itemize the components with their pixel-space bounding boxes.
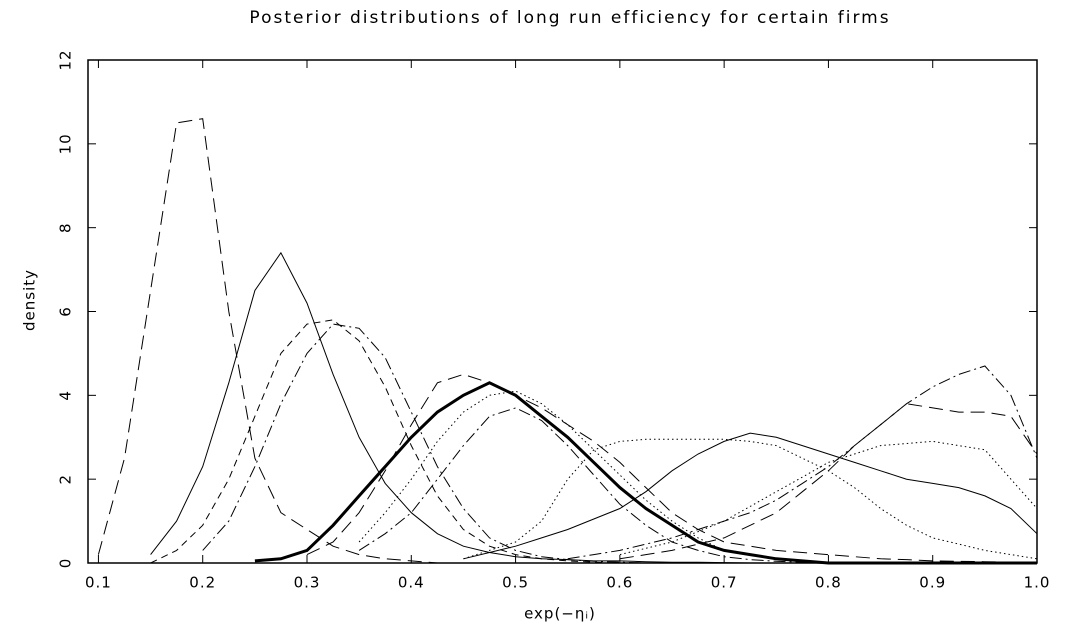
y-tick-label: 12	[57, 49, 75, 70]
y-tick-label: 4	[57, 390, 75, 401]
y-axis-label: density	[21, 269, 39, 331]
density-line	[358, 390, 1037, 564]
x-axis-label: exp(−ηᵢ)	[524, 605, 596, 623]
density-line	[567, 365, 1038, 560]
density-line	[150, 251, 1037, 564]
x-tick-label: 0.5	[502, 574, 529, 592]
y-tick-label: 0	[57, 558, 75, 569]
plot-frame	[87, 59, 1038, 564]
x-tick-label: 0.4	[398, 574, 425, 592]
x-tick-label: 0.9	[919, 574, 946, 592]
x-tick-label: 0.3	[294, 574, 321, 592]
density-line	[619, 440, 1038, 556]
x-tick-label: 0.7	[711, 574, 738, 592]
density-line	[306, 373, 1038, 564]
density-line	[463, 432, 1038, 560]
density-line	[358, 407, 1037, 564]
x-tick-label: 0.6	[606, 574, 633, 592]
density-line	[463, 438, 1038, 560]
y-tick-label: 6	[57, 306, 75, 317]
x-tick-label: 0.8	[815, 574, 842, 592]
x-tick-label: 1.0	[1024, 574, 1051, 592]
density-line	[254, 381, 1037, 565]
y-tick-label: 2	[57, 474, 75, 485]
x-tick-label: 0.1	[85, 574, 112, 592]
density-line	[150, 319, 1037, 564]
y-tick-label: 8	[57, 222, 75, 233]
y-tick-label: 10	[57, 133, 75, 154]
density-line	[97, 118, 1037, 564]
density-line	[619, 403, 1038, 560]
x-tick-label: 0.2	[189, 574, 216, 592]
chart-title: Posterior distributions of long run effi…	[249, 8, 890, 28]
